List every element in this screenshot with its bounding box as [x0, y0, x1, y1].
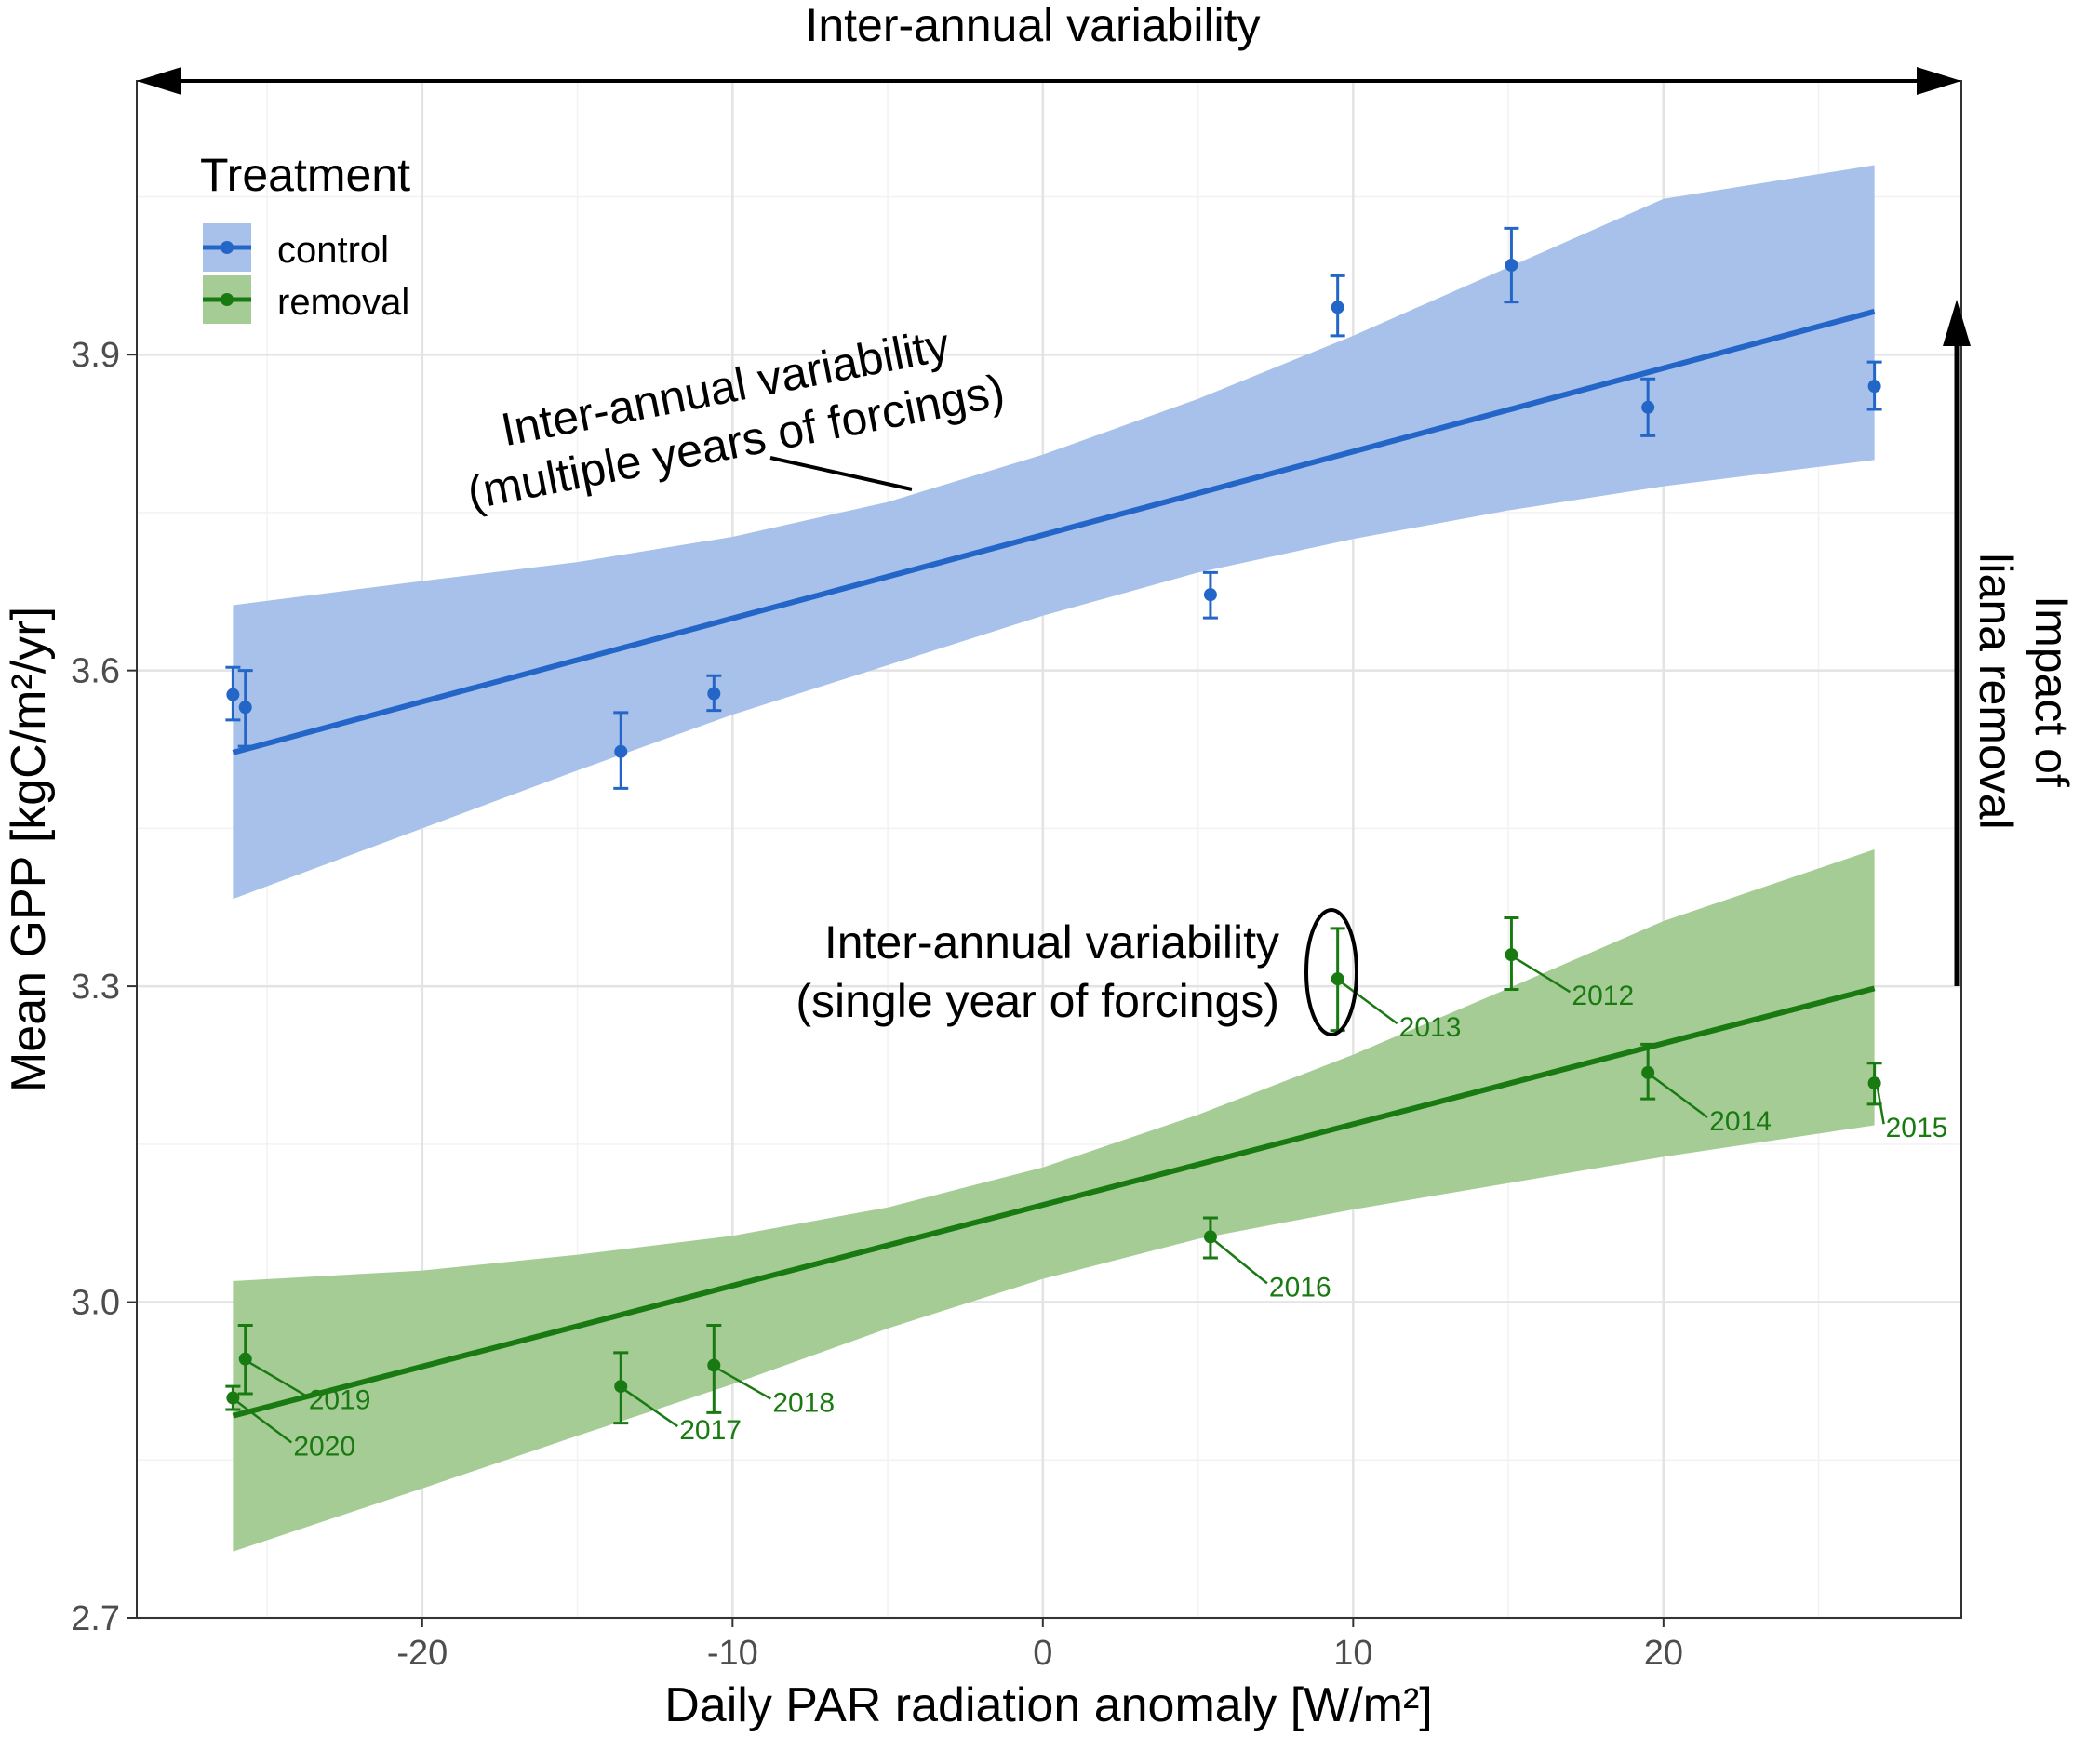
single-year-label-line2: (single year of forcings): [796, 975, 1279, 1027]
fit-lines: [232, 308, 1876, 1419]
multi-year-annotation: Inter-annual variability (multiple years…: [463, 318, 1009, 519]
x-tick-label: 20: [1644, 1634, 1683, 1673]
x-tick-label: -10: [707, 1634, 758, 1673]
legend: Treatment control removal: [200, 149, 410, 324]
data-point-control: [238, 701, 252, 715]
data-point-control: [1641, 400, 1655, 414]
year-label-2014: 2014: [1709, 1106, 1772, 1137]
data-point-control: [1867, 380, 1881, 394]
year-label-leader: [716, 1367, 771, 1400]
y-axis-title: Mean GPP [kgC/m²/yr]: [2, 607, 56, 1092]
legend-title: Treatment: [200, 149, 410, 201]
single-year-highlight-ellipse: [1304, 908, 1358, 1036]
year-label-2016: 2016: [1269, 1272, 1331, 1303]
legend-key-removal-dot: [221, 293, 234, 306]
y-tick-label: 3.3: [71, 968, 120, 1007]
impact-label-line1: Impact of: [2026, 595, 2078, 787]
fit-line-removal: [232, 985, 1876, 1419]
legend-label-removal: removal: [277, 282, 409, 323]
data-point-control: [1203, 588, 1217, 602]
data-point-control: [1331, 301, 1344, 314]
x-tick-label: -20: [396, 1634, 448, 1673]
data-point-control: [1505, 259, 1518, 273]
legend-label-control: control: [277, 230, 389, 271]
year-labels: 2020 2019 2017 2018 2016 2013 2012 2014 2015: [234, 956, 1948, 1463]
year-label-leader: [1212, 1238, 1268, 1285]
year-label-2019: 2019: [309, 1385, 371, 1416]
data-point-control: [707, 687, 721, 701]
impact-arrow: [1943, 300, 1971, 986]
x-axis-title: Daily PAR radiation anomaly [W/m²]: [664, 1678, 1433, 1732]
y-tick-label: 3.6: [71, 652, 120, 691]
year-label-leader: [1339, 981, 1398, 1025]
x-tick-label: 0: [1033, 1634, 1052, 1673]
single-year-label-line1: Inter-annual variability: [824, 916, 1279, 969]
year-label-leader: [1650, 1074, 1708, 1118]
x-axis-ticks: -20 -10 0 10 20: [396, 1618, 1683, 1673]
data-point-removal: [1867, 1076, 1881, 1090]
top-arrow-label: Inter-annual variability: [805, 0, 1260, 51]
year-label-2018: 2018: [772, 1387, 835, 1418]
year-label-2017: 2017: [679, 1415, 742, 1446]
year-label-leader: [1876, 1085, 1885, 1125]
x-tick-label: 10: [1333, 1634, 1372, 1673]
fit-line-control: [232, 308, 1876, 755]
impact-label-line2: liana removal: [1970, 553, 2022, 829]
year-label-2013: 2013: [1399, 1012, 1462, 1043]
impact-label: Impact of liana removal: [1970, 553, 2078, 829]
year-label-leader: [622, 1388, 678, 1428]
year-label-2012: 2012: [1572, 981, 1634, 1011]
confidence-bands: [233, 165, 1875, 1552]
legend-key-control-dot: [221, 241, 234, 254]
year-label-leader: [234, 1399, 293, 1444]
y-axis-ticks: 2.7 3.0 3.3 3.6 3.9: [71, 336, 137, 1638]
top-variability-arrow: [137, 67, 1961, 95]
year-label-leader: [247, 1360, 308, 1397]
data-point-control: [614, 744, 628, 758]
y-tick-label: 3.0: [71, 1284, 120, 1323]
multi-year-pointer: [769, 456, 913, 491]
year-label-2020: 2020: [293, 1432, 355, 1463]
y-tick-label: 3.9: [71, 336, 120, 375]
year-label-leader: [1513, 956, 1572, 994]
y-tick-label: 2.7: [71, 1599, 120, 1638]
data-point-control: [226, 688, 240, 701]
year-label-2015: 2015: [1886, 1113, 1948, 1143]
